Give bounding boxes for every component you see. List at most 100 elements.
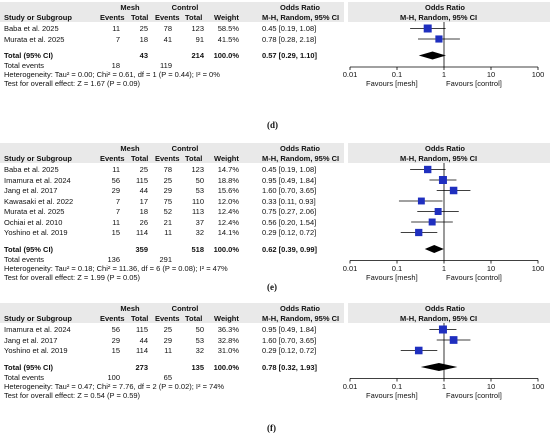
total-n-1: 359 <box>135 244 148 254</box>
x-tick-label: 100 <box>531 381 545 391</box>
header-band <box>0 2 344 12</box>
study-events-2: 78 <box>163 24 172 33</box>
header-method: M-H, Random, 95% CI <box>262 13 340 22</box>
total-events-1: 136 <box>107 254 120 264</box>
total-weight: 100.0% <box>213 51 239 60</box>
total-or-ci: 0.57 [0.29, 1.10] <box>262 51 318 60</box>
total-events-2: 291 <box>159 254 172 264</box>
study-events-1: 7 <box>115 207 120 216</box>
favours-left-label: Favours [mesh] <box>366 272 418 282</box>
study-or-ci: 0.45 [0.19, 1.08] <box>262 165 317 174</box>
x-tick-label: 1 <box>441 70 447 79</box>
header-study: Study or Subgroup <box>4 154 72 163</box>
study-total-2: 32 <box>195 228 204 237</box>
study-total-1: 25 <box>139 24 148 33</box>
study-events-2: 52 <box>163 207 172 216</box>
total-weight: 100.0% <box>213 362 239 372</box>
study-weight: 12.4% <box>217 217 239 227</box>
header-total-2: Total <box>185 154 203 163</box>
study-events-1: 56 <box>111 175 120 185</box>
study-name: Baba et al. 2025 <box>4 165 59 174</box>
header-method: M-H, Random, 95% CI <box>262 314 340 323</box>
study-marker <box>438 325 447 334</box>
header-group2: Control <box>171 304 199 313</box>
study-or-ci: 0.45 [0.19, 1.08] <box>262 24 317 33</box>
study-or-ci: 0.75 [0.27, 2.06] <box>262 207 317 216</box>
panel-label: (f) <box>267 423 276 433</box>
total-label: Total (95% CI) <box>4 362 54 372</box>
study-total-2: 123 <box>191 24 204 33</box>
study-events-2: 41 <box>163 34 172 44</box>
total-label: Total (95% CI) <box>4 51 54 60</box>
study-or-ci: 1.60 [0.70, 3.65] <box>262 335 317 345</box>
study-weight: 14.7% <box>217 165 239 174</box>
total-n-2: 518 <box>191 244 204 254</box>
total-events-label: Total events <box>4 254 45 264</box>
study-or-ci: 0.95 [0.49, 1.84] <box>262 325 317 334</box>
header-group2: Control <box>171 3 199 12</box>
study-marker <box>428 218 436 226</box>
study-total-1: 115 <box>136 325 148 334</box>
study-events-1: 7 <box>115 196 120 206</box>
heterogeneity-text: Heterogeneity: Tau² = 0.00; Chi² = 0.61,… <box>4 70 220 79</box>
study-total-2: 37 <box>195 217 204 227</box>
header-group2: Control <box>171 144 199 153</box>
header-study: Study or Subgroup <box>4 13 72 22</box>
header-total-1: Total <box>131 314 149 323</box>
header-weight: Weight <box>214 13 239 22</box>
study-name: Imamura et al. 2024 <box>4 325 71 334</box>
study-total-2: 32 <box>195 346 204 355</box>
header-band <box>0 143 344 153</box>
x-tick-label: 10 <box>486 70 496 79</box>
study-events-1: 15 <box>111 228 120 237</box>
header-odds-ratio-plot: Odds Ratio <box>424 304 465 313</box>
header-odds-ratio: Odds Ratio <box>279 3 320 12</box>
header-weight: Weight <box>214 154 239 163</box>
header-band <box>348 303 550 313</box>
study-total-1: 114 <box>136 228 148 237</box>
total-events-2: 119 <box>160 61 172 70</box>
study-marker <box>434 208 442 215</box>
header-group1: Mesh <box>120 144 140 153</box>
panel-label: (e) <box>267 282 277 292</box>
total-n-2: 214 <box>191 51 204 60</box>
header-band <box>348 12 550 22</box>
study-marker <box>424 165 432 174</box>
study-marker <box>414 346 423 355</box>
study-marker <box>417 197 425 205</box>
study-or-ci: 0.33 [0.11, 0.93] <box>262 196 316 206</box>
header-study: Study or Subgroup <box>4 314 72 323</box>
study-marker <box>415 228 423 237</box>
study-events-2: 75 <box>163 196 172 206</box>
x-tick-label: 0.01 <box>342 70 358 79</box>
study-total-1: 17 <box>139 196 148 206</box>
study-events-1: 7 <box>115 34 120 44</box>
study-events-2: 21 <box>163 217 172 227</box>
x-tick-label: 0.1 <box>391 381 403 391</box>
study-name: Kawasaki et al. 2022 <box>4 196 74 206</box>
total-or-ci: 0.78 [0.32, 1.93] <box>262 362 318 372</box>
total-label: Total (95% CI) <box>4 244 54 254</box>
study-events-1: 29 <box>111 186 120 195</box>
header-band <box>0 153 344 163</box>
header-events-1: Events <box>100 314 125 323</box>
x-tick-label: 100 <box>531 70 545 79</box>
header-odds-ratio: Odds Ratio <box>279 144 320 153</box>
header-method-plot: M-H, Random, 95% CI <box>400 13 478 22</box>
study-weight: 18.8% <box>217 175 239 185</box>
study-total-2: 91 <box>195 34 204 44</box>
x-tick-label: 0.01 <box>342 263 358 273</box>
study-marker <box>423 24 432 33</box>
study-or-ci: 0.29 [0.12, 0.72] <box>262 346 317 355</box>
favours-right-label: Favours [control] <box>446 79 502 88</box>
study-total-2: 53 <box>195 186 204 195</box>
study-events-2: 29 <box>163 335 172 345</box>
header-events-1: Events <box>100 13 125 22</box>
favours-left-label: Favours [mesh] <box>366 390 418 400</box>
study-name: Imamura et al. 2024 <box>4 175 71 185</box>
study-events-1: 11 <box>112 165 120 174</box>
pooled-diamond <box>420 363 458 371</box>
study-events-1: 29 <box>111 335 120 345</box>
header-total-1: Total <box>131 13 149 22</box>
study-name: Murata et al. 2025 <box>4 34 65 44</box>
